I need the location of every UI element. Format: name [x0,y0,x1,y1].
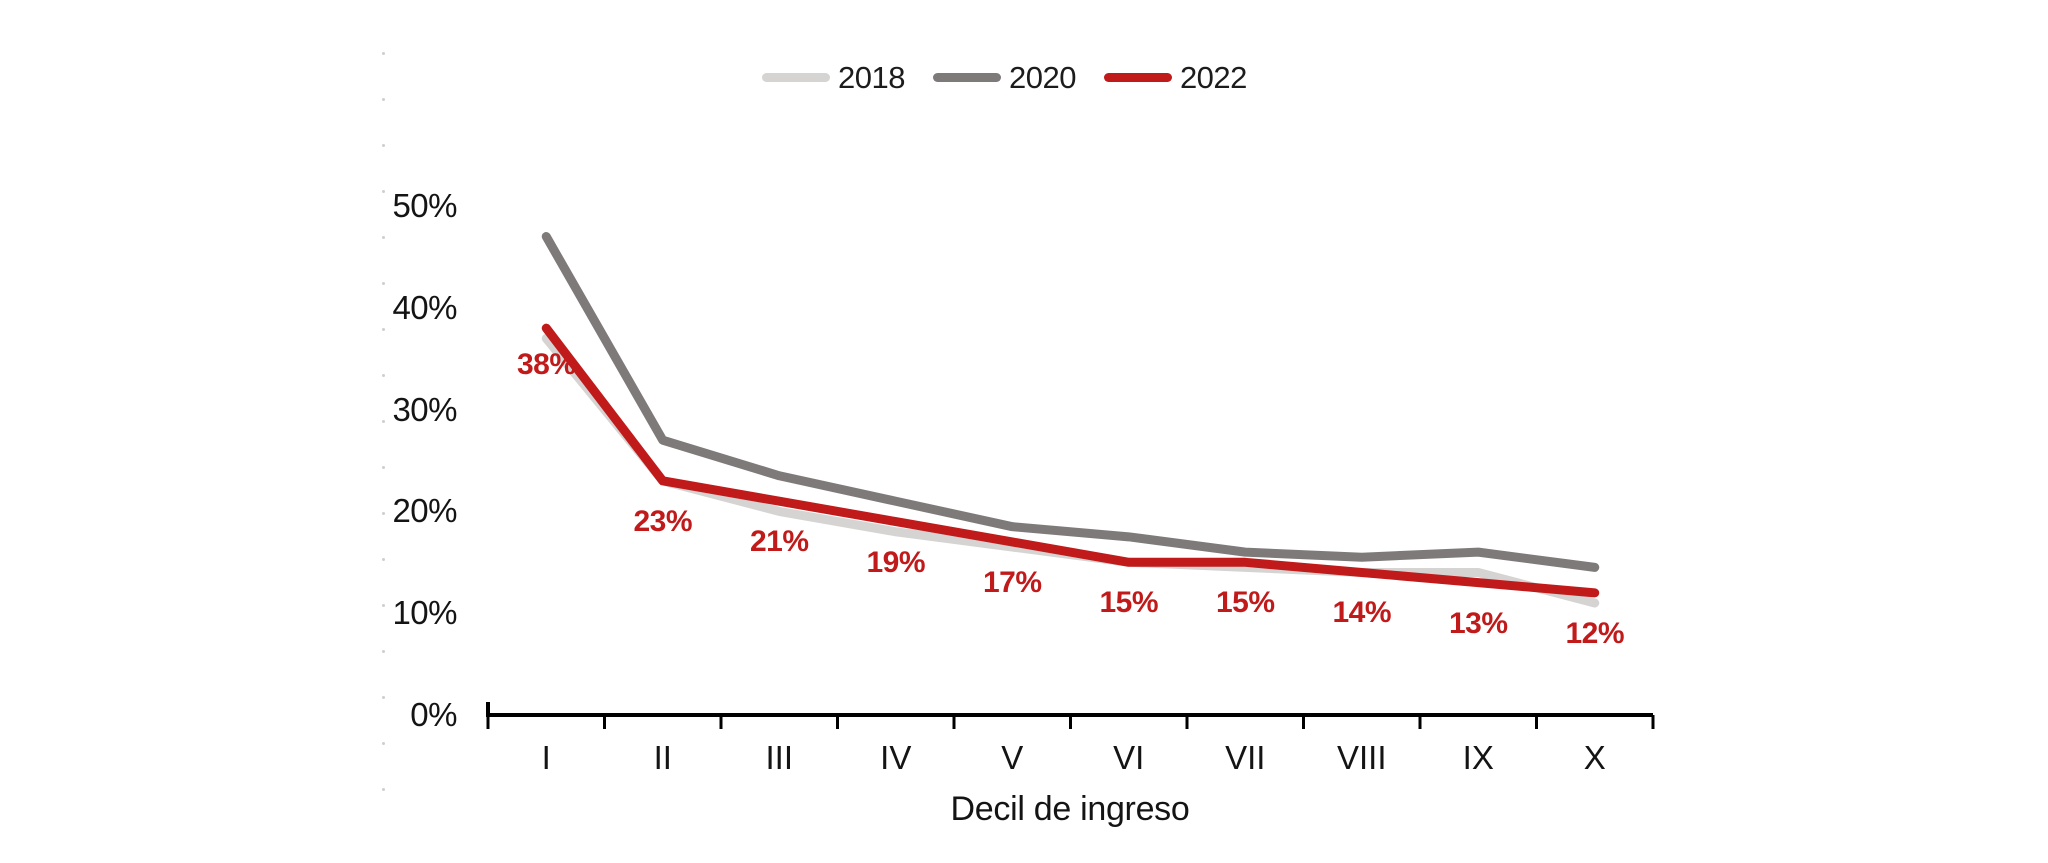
minor-tick-dot [382,742,385,745]
y-axis-tick-label: 40% [392,288,457,326]
legend-item-2022: 2022 [1103,59,1247,95]
x-axis-tick-label: IX [1462,739,1494,776]
y-axis-tick-label: 10% [392,594,457,632]
minor-tick-dot [382,144,385,147]
y-axis-tick-label: 20% [392,492,457,530]
x-axis-tick-label: III [765,739,793,776]
x-axis-title: Decil de ingreso [950,790,1190,828]
data-label-2022: 38% [516,348,576,382]
minor-tick-dot [382,374,385,377]
x-axis-tick-label: IV [880,739,912,776]
legend-swatch-2022 [1103,72,1172,82]
series-line-2018 [541,333,1600,608]
data-label-2022: 12% [1565,616,1625,650]
data-label-2022: 15% [1099,586,1159,620]
x-axis-tick-label: VII [1225,739,1266,776]
minor-tick-dot [382,52,385,55]
legend-label-2022: 2022 [1179,59,1247,95]
x-axis-tick-label: VIII [1336,739,1387,776]
series-line-2022 [541,323,1600,598]
data-label-2022: 19% [866,545,926,579]
minor-tick-dot [382,650,385,653]
legend: 2018 2020 2022 [762,56,1247,98]
legend-label-2020: 2020 [1008,59,1076,95]
data-label-2022: 15% [1215,586,1275,620]
y-axis-tick-label: 30% [392,390,457,428]
series-line-2020 [541,232,1600,572]
x-axis-tick-label: X [1583,739,1606,776]
minor-tick-dot [382,282,385,285]
data-label-2022: 13% [1448,606,1508,640]
minor-tick-dot [382,98,385,101]
x-axis-tick-label: I [541,739,551,776]
legend-swatch-2018 [762,72,830,82]
data-label-2022: 23% [633,504,693,538]
x-axis-line [486,702,1653,717]
y-axis-tick-label: 50% [392,187,457,224]
minor-tick-dot [382,328,385,331]
x-axis-tick-label: VI [1113,739,1145,776]
minor-tick-dot [382,236,385,239]
minor-tick-dot [382,558,385,561]
minor-tick-dot [382,190,385,193]
legend-swatch-2020 [932,72,1001,82]
minor-tick-dot [382,604,385,607]
minor-tick-dot [382,466,385,469]
legend-item-2020: 2020 [932,59,1076,95]
minor-tick-dot [382,420,385,423]
minor-tick-dot [382,696,385,699]
x-axis-tick-label: II [653,739,672,776]
y-axis-tick-label: 0% [410,696,457,733]
legend-label-2018: 2018 [838,59,905,95]
data-label-2022: 17% [982,565,1042,599]
legend-item-2018: 2018 [762,62,905,93]
data-label-2022: 14% [1332,596,1392,630]
minor-tick-dot [382,512,385,515]
data-label-2022: 21% [749,525,809,559]
minor-tick-dot [382,788,385,791]
x-axis-tick-label: V [1001,739,1024,776]
